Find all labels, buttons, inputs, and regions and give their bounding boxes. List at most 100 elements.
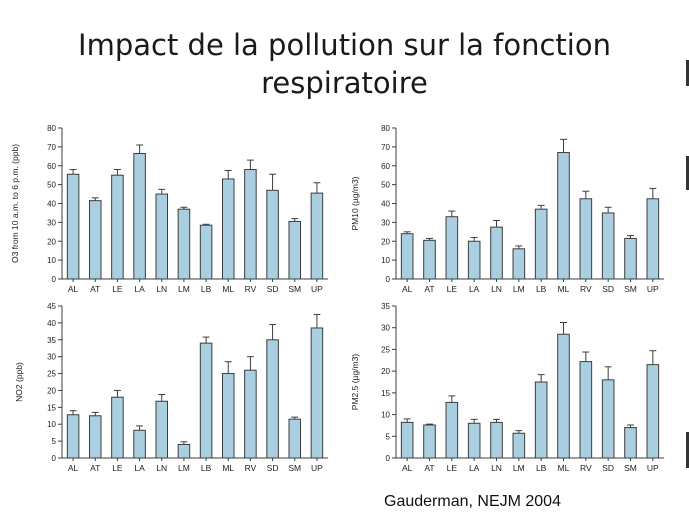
x-tick-label: LA	[469, 284, 480, 294]
bar-al	[400, 233, 414, 280]
y-tick-label: 30	[381, 324, 390, 333]
bar-up	[310, 327, 324, 459]
x-tick-label: LN	[156, 284, 167, 294]
x-tick-label: AT	[424, 463, 434, 473]
y-axis-label: O3 from 10 a.m. to 6 p.m. (ppb)	[10, 144, 20, 263]
y-tick-label: 40	[381, 200, 390, 209]
bar-la	[467, 240, 481, 280]
y-tick-label: 5	[52, 437, 57, 446]
bar-rv	[244, 369, 257, 459]
bar-rv	[244, 169, 257, 280]
y-tick-label: 0	[52, 275, 57, 284]
y-tick-label: 60	[381, 162, 390, 171]
y-tick-label: 15	[381, 389, 390, 398]
slide-title: Impact de la pollution sur la fonction r…	[0, 26, 689, 102]
x-tick-label: ML	[222, 463, 234, 473]
bar-sm	[288, 220, 302, 280]
x-tick-label: LB	[201, 284, 212, 294]
bar-ml	[221, 178, 235, 280]
y-tick-label: 80	[381, 124, 390, 133]
x-tick-label: LM	[513, 284, 525, 294]
y-tick-label: 25	[381, 345, 390, 354]
y-tick-label: 10	[47, 256, 56, 265]
y-tick-label: 0	[386, 454, 391, 463]
x-tick-label: ML	[222, 284, 234, 294]
y-tick-label: 20	[381, 237, 390, 246]
bar-le	[445, 401, 459, 459]
bar-ln	[155, 193, 169, 280]
bar-ln	[490, 421, 503, 459]
x-tick-label: AL	[402, 284, 413, 294]
bar-ml	[221, 373, 235, 459]
bar-lb	[199, 224, 213, 280]
x-tick-label: LA	[469, 463, 480, 473]
x-tick-label: RV	[580, 284, 592, 294]
bar-ln	[155, 400, 169, 459]
x-tick-label: LM	[178, 463, 190, 473]
chart-no2: 0 5 10 15 20 25 30 35 40 45 NO2 (ppb) AL AT LE LA LN LM L…	[14, 302, 328, 473]
y-tick-label: 10	[381, 411, 390, 420]
bar-lm	[177, 208, 191, 280]
y-tick-label: 40	[47, 319, 56, 328]
y-tick-label: 50	[47, 181, 56, 190]
bar-ml	[557, 333, 570, 459]
bar-al	[66, 414, 80, 459]
x-tick-label: SM	[624, 463, 637, 473]
x-tick-label: UP	[311, 284, 323, 294]
chart-o3: 0 10 20 30 40 50 60 70 80 O3 from 10 a.m. to 6 p.…	[10, 124, 328, 294]
y-tick-label: 60	[47, 162, 56, 171]
y-tick-label: 10	[47, 420, 56, 429]
chart-pm10: 0 10 20 30 40 50 60 70 80 PM10 (µg/m3) AL AT LE LA LN L…	[350, 124, 664, 294]
x-tick-label: LE	[112, 463, 123, 473]
x-tick-label: AL	[402, 463, 413, 473]
y-tick-label: 50	[381, 181, 390, 190]
bar-al	[400, 421, 414, 459]
x-tick-label: UP	[647, 284, 659, 294]
y-tick-label: 20	[381, 367, 390, 376]
x-tick-label: LB	[536, 284, 547, 294]
y-tick-label: 40	[47, 200, 56, 209]
y-axis-label: NO2 (ppb)	[14, 362, 24, 402]
bar-sm	[624, 427, 637, 459]
bar-at	[88, 415, 102, 459]
y-axis-label: PM10 (µg/m3)	[350, 176, 360, 230]
bar-sm	[288, 418, 302, 459]
bar-la	[467, 422, 481, 459]
bar-lm	[512, 248, 526, 280]
y-tick-label: 30	[47, 353, 56, 362]
x-tick-label: LN	[156, 463, 167, 473]
y-axis-label: PM2.5 (µg/m3)	[350, 354, 360, 411]
bar-al	[66, 173, 80, 280]
y-tick-label: 80	[47, 124, 56, 133]
x-tick-label: LA	[134, 463, 145, 473]
y-tick-label: 25	[47, 370, 56, 379]
y-tick-label: 0	[386, 275, 391, 284]
bar-lb	[534, 381, 548, 459]
y-tick-label: 20	[47, 386, 56, 395]
slide-title-line-1: Impact de la pollution sur la fonction	[78, 28, 611, 62]
x-tick-label: LB	[536, 463, 547, 473]
x-tick-label: SM	[288, 463, 301, 473]
x-tick-label: UP	[311, 463, 323, 473]
x-tick-label: SM	[624, 284, 637, 294]
y-tick-label: 70	[47, 143, 56, 152]
bar-le	[111, 396, 124, 459]
y-tick-label: 70	[381, 143, 390, 152]
x-tick-label: LN	[491, 284, 502, 294]
y-tick-label: 35	[381, 302, 390, 311]
y-tick-label: 0	[52, 454, 57, 463]
x-tick-label: SD	[267, 463, 279, 473]
y-tick-label: 35	[47, 336, 56, 345]
bar-sd	[601, 379, 615, 459]
bar-up	[310, 192, 324, 280]
x-tick-label: RV	[245, 463, 257, 473]
bar-sd	[266, 339, 279, 459]
x-tick-label: ML	[558, 284, 570, 294]
x-tick-label: AT	[424, 284, 434, 294]
x-tick-label: UP	[647, 463, 659, 473]
x-tick-label: LN	[491, 463, 502, 473]
y-tick-label: 10	[381, 256, 390, 265]
x-tick-label: LA	[134, 284, 145, 294]
x-tick-label: AT	[90, 463, 100, 473]
